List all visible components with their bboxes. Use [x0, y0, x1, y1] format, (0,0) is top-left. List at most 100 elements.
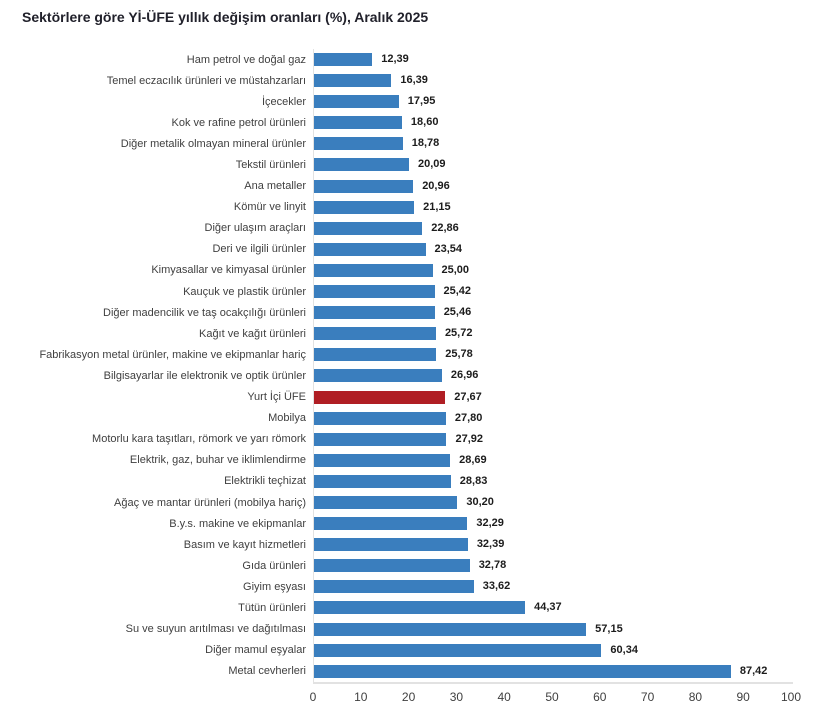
- bar: [313, 158, 410, 172]
- x-tick-label: 70: [640, 690, 655, 704]
- bar-row: Tütün ürünleri 44,37: [22, 597, 796, 618]
- x-tick-label: 30: [449, 690, 464, 704]
- category-label: Diğer metalik olmayan mineral ürünler: [120, 137, 306, 150]
- category-label: Elektrikli teçhizat: [224, 475, 306, 488]
- bar: [313, 74, 392, 88]
- bar-row: Kimyasallar ve kimyasal ürünler 25,00: [22, 260, 796, 281]
- bar-row: Tekstil ürünleri 20,09: [22, 154, 796, 175]
- bar-row: Elektrik, gaz, buhar ve iklimlendirme 28,…: [22, 450, 796, 471]
- bar-plot-area: 30,20: [313, 492, 791, 513]
- bar: [313, 95, 399, 109]
- bar-row: Fabrikasyon metal ürünler, makine ve eki…: [22, 344, 796, 365]
- x-tick-label: 20: [401, 690, 416, 704]
- value-label: 18,60: [410, 116, 439, 129]
- bar-plot-area: 60,34: [313, 640, 791, 661]
- bar-plot-area: 27,67: [313, 387, 791, 408]
- x-tick-label: 50: [545, 690, 559, 704]
- x-tick-label: 0: [309, 690, 317, 704]
- x-axis-ticks: 0 10 20 30 40 50 60 70 80 90 100: [309, 690, 801, 706]
- value-label: 25,46: [443, 306, 472, 319]
- bar-row: Diğer madencilik ve taş ocakçılığı ürünl…: [22, 302, 796, 323]
- category-label: Kok ve rafine petrol ürünleri: [171, 116, 306, 129]
- value-label: 18,78: [411, 137, 440, 150]
- bar: [313, 306, 435, 320]
- bar-plot-area: 32,39: [313, 534, 791, 555]
- bar-row: Ağaç ve mantar ürünleri (mobilya hariç) 3…: [22, 492, 796, 513]
- category-label: Kömür ve linyit: [233, 201, 306, 214]
- bar-row: Giyim eşyası 33,62: [22, 576, 796, 597]
- x-tick-label: 60: [593, 690, 607, 704]
- value-label: 22,86: [431, 221, 459, 234]
- bar-plot-area: 25,78: [313, 344, 791, 365]
- bar-row: Diğer metalik olmayan mineral ürünler 18,…: [22, 133, 796, 154]
- category-label: Motorlu kara taşıtları, römork ve yarı r…: [92, 433, 306, 446]
- bar-plot-area: 20,96: [313, 176, 791, 197]
- value-label: 12,39: [381, 53, 409, 65]
- bar-row: Metal cevherleri 87,42: [22, 661, 796, 682]
- category-label: İçecekler: [261, 95, 306, 108]
- bar: [313, 453, 451, 467]
- category-label: Yurt İçi ÜFE: [247, 391, 306, 404]
- value-label: 32,29: [476, 517, 504, 530]
- bar-plot-area: 25,42: [313, 281, 791, 302]
- bar: [313, 643, 602, 657]
- bar-row: Motorlu kara taşıtları, römork ve yarı r…: [22, 429, 796, 450]
- bar: [313, 622, 587, 636]
- bar-plot-area: 28,83: [313, 471, 791, 492]
- bar-plot-area: 27,92: [313, 429, 791, 450]
- bar: [313, 369, 442, 383]
- chart: Ham petrol ve doğal gaz 12,39 Temel eczacı…: [22, 49, 801, 704]
- category-label: Basım ve kayıt hizmetleri: [183, 538, 306, 551]
- bar: [313, 116, 402, 130]
- bar-plot-area: 12,39: [313, 49, 791, 70]
- bar-row: Diğer mamul eşyalar 60,34: [22, 640, 796, 661]
- bar: [313, 53, 373, 66]
- bar-row: Ham petrol ve doğal gaz 12,39: [22, 49, 796, 70]
- value-label: 87,42: [739, 664, 768, 677]
- x-tick-label: 90: [736, 690, 750, 704]
- bar: [313, 601, 526, 615]
- value-label: 26,96: [450, 369, 479, 382]
- category-label: Tekstil ürünleri: [235, 159, 306, 172]
- category-label: Su ve suyun arıtılması ve dağıtılması: [125, 623, 306, 636]
- bar-row: Temel eczacılık ürünleri ve müstahzarlar…: [22, 70, 796, 91]
- bar-rows: Ham petrol ve doğal gaz 12,39 Temel eczacı…: [22, 49, 796, 682]
- value-label: 23,54: [434, 242, 463, 255]
- bar-plot-area: 25,72: [313, 323, 791, 344]
- bar-row: Deri ve ilgili ürünler 23,54: [22, 239, 796, 260]
- category-label: Ağaç ve mantar ürünleri (mobilya hariç): [114, 496, 306, 509]
- x-tick-label: 40: [497, 690, 511, 704]
- category-label: Giyim eşyası: [243, 580, 306, 593]
- bar: [313, 263, 433, 277]
- bar-plot-area: 20,09: [313, 154, 791, 175]
- value-label: 25,72: [444, 327, 473, 340]
- category-label: Deri ve ilgili ürünler: [212, 243, 306, 256]
- bar-plot-area: 17,95: [313, 91, 791, 112]
- bar-plot-area: 33,62: [313, 576, 791, 597]
- value-label: 28,83: [459, 474, 488, 487]
- bar-row: Kağıt ve kağıt ürünleri 25,72: [22, 323, 796, 344]
- category-label: Diğer madencilik ve taş ocakçılığı ürünl…: [103, 306, 306, 319]
- bar-plot-area: 44,37: [313, 597, 791, 618]
- bar-plot-area: 26,96: [313, 365, 791, 386]
- category-label: Tütün ürünleri: [238, 601, 306, 614]
- value-label: 33,62: [482, 580, 511, 593]
- bar-row: Basım ve kayıt hizmetleri 32,39: [22, 534, 796, 555]
- bar-plot-area: 25,00: [313, 260, 791, 281]
- bar-plot-area: 57,15: [313, 619, 791, 640]
- category-label: Bilgisayarlar ile elektronik ve optik ür…: [103, 369, 306, 382]
- chart-title: Sektörlere göre Yİ-ÜFE yıllık değişim or…: [22, 9, 429, 25]
- category-label: Elektrik, gaz, buhar ve iklimlendirme: [129, 454, 306, 467]
- bar-row: İçecekler 17,95: [22, 91, 796, 112]
- bar: [313, 474, 451, 488]
- value-label: 60,34: [610, 643, 638, 656]
- bar: [313, 137, 403, 151]
- x-tick-label: 80: [688, 690, 703, 704]
- bar-row: Diğer ulaşım araçları 22,86: [22, 218, 796, 239]
- bar: [313, 285, 435, 299]
- bar-row: B.y.s. makine ve ekipmanlar 32,29: [22, 513, 796, 534]
- bar-plot-area: 28,69: [313, 450, 791, 471]
- bar-plot-area: 18,60: [313, 112, 791, 133]
- x-tick-label: 100: [780, 690, 802, 704]
